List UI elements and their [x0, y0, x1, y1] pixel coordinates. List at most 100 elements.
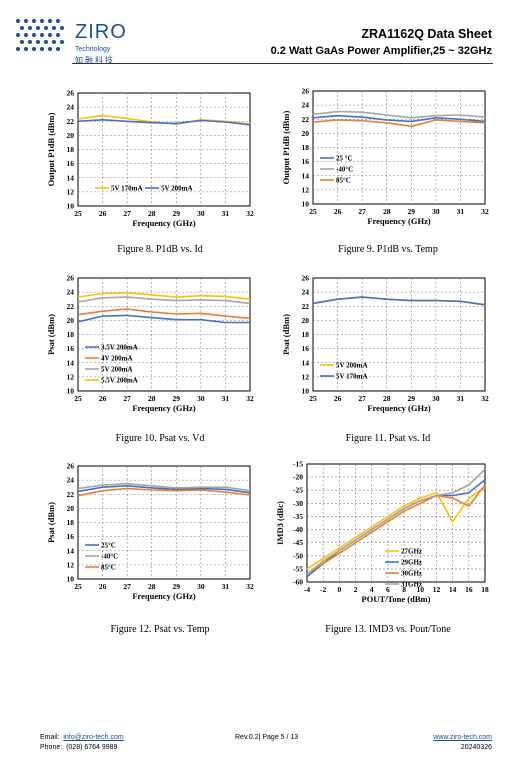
- x-tick-label: 31: [457, 394, 465, 403]
- x-tick-label: 26: [334, 207, 342, 216]
- x-tick-label: 14: [449, 585, 457, 594]
- x-tick-label: 30: [432, 207, 440, 216]
- phone-label: Phone:: [40, 744, 63, 751]
- y-tick-label: 20: [67, 131, 75, 140]
- x-axis-label: Frequency (GHz): [367, 403, 431, 413]
- legend-label: -40°C: [101, 553, 118, 561]
- y-tick-label: 16: [302, 157, 310, 166]
- email-label: Email:: [40, 734, 60, 741]
- legend-label: 5.5V 200mA: [101, 377, 138, 385]
- x-tick-label: 18: [481, 585, 489, 594]
- series-line: [77, 296, 251, 305]
- y-tick-label: 12: [67, 372, 75, 381]
- x-axis-label: POUT/Tone (dBm): [362, 594, 431, 604]
- legend-label: 25 °C: [336, 155, 353, 163]
- x-tick-label: 25: [74, 394, 82, 403]
- y-tick-label: 20: [302, 129, 310, 138]
- y-axis-label: Psat (dBm): [281, 314, 291, 355]
- series-line: [312, 296, 486, 306]
- x-tick-label: 27: [123, 394, 131, 403]
- series-line: [77, 308, 251, 320]
- document-title: ZRA1162Q Data Sheet: [361, 27, 492, 41]
- x-tick-label: 29: [173, 394, 181, 403]
- x-tick-label: 25: [309, 207, 317, 216]
- header-divider: [72, 63, 493, 64]
- x-axis-label: Frequency (GHz): [367, 216, 431, 226]
- y-tick-label: 24: [67, 103, 75, 112]
- footer-website: www.ziro-tech.com: [433, 734, 492, 741]
- x-tick-label: -4: [304, 585, 310, 594]
- y-tick-label: 22: [67, 490, 75, 499]
- y-tick-label: 22: [302, 115, 310, 124]
- chart-psat-vs-vd: 25 26 27 28 29 30 31 32 10 12 14 16 18 20 22 24 26 Freque…: [46, 274, 254, 414]
- x-tick-label: 32: [481, 394, 489, 403]
- y-tick-label: 24: [67, 288, 75, 297]
- figure-caption: Figure 9. P1dB vs. Temp: [338, 244, 438, 255]
- x-tick-label: 32: [246, 394, 254, 403]
- x-tick-label: 28: [383, 207, 391, 216]
- x-tick-label: 29: [173, 582, 181, 591]
- legend-label: 27GHz: [401, 548, 422, 556]
- x-axis-label: Frequency (GHz): [132, 218, 196, 228]
- y-tick-label: 22: [302, 302, 310, 311]
- y-axis-label: Output P1dB (dBm): [281, 110, 291, 184]
- y-tick-label: -35: [293, 512, 303, 521]
- series-line: [312, 110, 486, 119]
- x-tick-label: 25: [74, 209, 82, 218]
- y-tick-label: 18: [302, 330, 310, 339]
- y-tick-label: -20: [293, 473, 303, 482]
- series-line: [77, 291, 251, 300]
- x-tick-label: 26: [334, 394, 342, 403]
- ziro-logo-icon: [16, 19, 64, 51]
- x-tick-label: 32: [481, 207, 489, 216]
- series-line: [306, 468, 486, 575]
- footer-email: Email: info@ziro-tech.com: [40, 734, 124, 741]
- y-tick-label: 18: [67, 330, 75, 339]
- footer-date: 20240326: [460, 744, 492, 751]
- x-tick-label: 16: [465, 585, 473, 594]
- x-tick-label: 31: [222, 209, 230, 218]
- y-tick-label: 22: [67, 302, 75, 311]
- legend-label: 30GHz: [401, 570, 422, 578]
- y-tick-label: 26: [67, 274, 75, 283]
- y-tick-label: 26: [67, 89, 75, 98]
- legend-label: 5V 200mA: [336, 362, 368, 370]
- x-tick-label: 30: [197, 209, 205, 218]
- y-tick-label: -55: [293, 564, 303, 573]
- x-tick-label: 27: [358, 207, 366, 216]
- legend-label: 29GHz: [401, 559, 422, 567]
- series-line: [77, 314, 250, 324]
- y-tick-label: 26: [67, 462, 75, 471]
- x-tick-label: 29: [173, 209, 181, 218]
- x-tick-label: 32: [246, 582, 254, 591]
- x-tick-label: 28: [383, 394, 391, 403]
- y-tick-label: 18: [67, 145, 75, 154]
- x-tick-label: 6: [386, 585, 390, 594]
- brand-chinese-name: 知融科技: [75, 56, 115, 65]
- legend-label: 3.5V 200mA: [101, 344, 138, 352]
- x-tick-label: 26: [99, 209, 107, 218]
- legend-label: 85°C: [336, 177, 351, 185]
- x-tick-label: 27: [123, 209, 131, 218]
- chart-p1db-vs-temp: 25 26 27 28 29 30 31 32 10 12 14 16 18 20 22 24 26 Freque…: [281, 87, 489, 227]
- y-tick-label: 26: [302, 274, 310, 283]
- legend-label: 25°C: [101, 542, 116, 550]
- legend-label: 85°C: [101, 564, 116, 572]
- chart-p1db-vs-id: 25 26 27 28 29 30 31 32 10 12 14 16 18 20 22 24 26 Freque…: [46, 89, 254, 229]
- figure-caption: Figure 10. Psat vs. Vd: [115, 433, 205, 444]
- website-link[interactable]: www.ziro-tech.com: [433, 734, 492, 741]
- series-line: [77, 118, 251, 126]
- series-line: [306, 484, 486, 575]
- x-tick-label: 25: [74, 582, 82, 591]
- x-tick-label: 28: [148, 582, 156, 591]
- legend-label: 4V 200mA: [101, 355, 133, 363]
- series-line: [312, 114, 486, 123]
- y-tick-label: 24: [302, 288, 310, 297]
- x-tick-label: 30: [432, 394, 440, 403]
- email-link[interactable]: info@ziro-tech.com: [63, 734, 124, 741]
- x-tick-label: 31: [222, 394, 230, 403]
- y-tick-label: 14: [67, 546, 75, 555]
- x-tick-label: 32: [246, 209, 254, 218]
- y-tick-label: 16: [67, 344, 75, 353]
